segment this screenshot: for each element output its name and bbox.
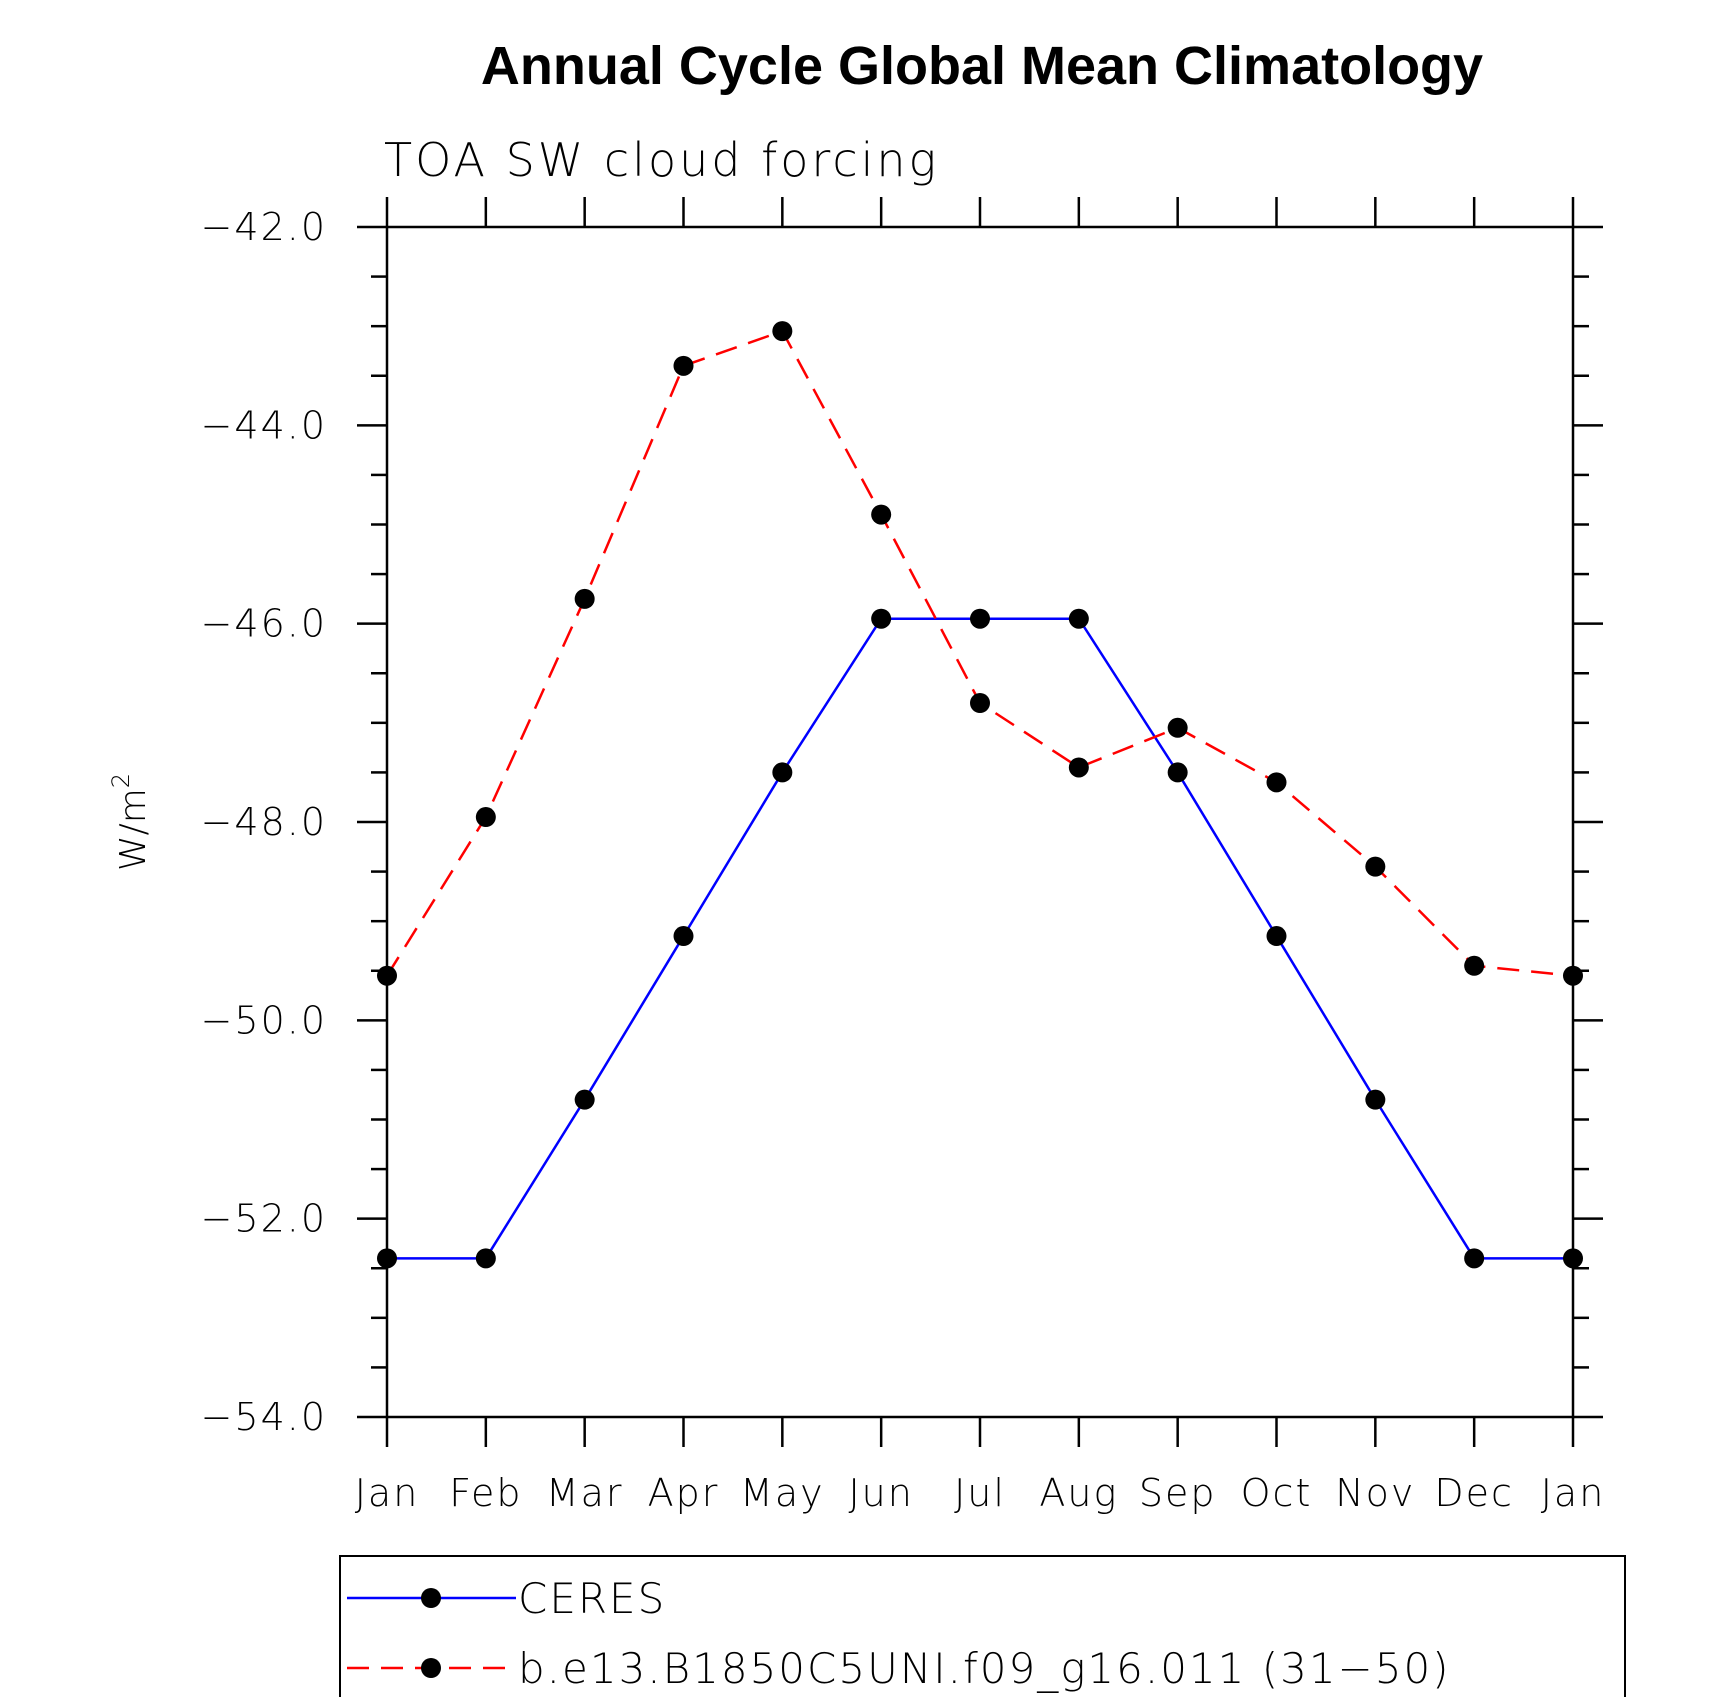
data-point-series-1 [1167,717,1188,738]
data-point-series-1 [772,321,793,342]
data-point-series-0 [1365,1089,1386,1110]
x-tick-label: May [740,1471,825,1515]
x-tick-label: Jan [1541,1471,1606,1515]
data-point-series-0 [772,762,793,783]
data-point-series-0 [1266,926,1287,947]
x-tick-label: Jul [954,1471,1006,1515]
data-point-series-1 [1266,772,1287,793]
legend: CERES b.e13.B1850C5UNI.f09_g16.011 (31−50… [347,1574,1451,1693]
x-tick-label: Mar [546,1471,624,1515]
x-tick-label: Sep [1139,1471,1217,1515]
plot-frame [385,225,1575,1419]
data-point-series-1 [673,355,694,376]
series-markers [377,321,1583,1269]
data-point-series-1 [1464,955,1485,976]
y-tick-label: −48.0 [201,800,327,844]
y-axis-title-base: W/m [113,788,154,871]
data-point-series-0 [475,1248,496,1269]
x-tick-label: Oct [1241,1471,1313,1515]
data-point-series-0 [970,608,990,629]
y-axis-title: W/m2 [107,773,154,871]
y-tick-label: −42.0 [201,205,327,249]
data-point-series-1 [475,807,496,828]
legend-marker-0 [421,1588,441,1608]
y-tick-label: −50.0 [201,998,327,1042]
y-tick-label: −44.0 [201,403,327,447]
legend-box [339,1555,1626,1697]
y-tick-label: −54.0 [201,1395,327,1439]
data-point-series-1 [871,504,892,525]
y-tick-label: −46.0 [201,602,327,646]
legend-label-0: CERES [518,1574,666,1623]
data-point-series-0 [1167,762,1188,783]
data-point-series-1 [1365,856,1386,877]
data-point-series-0 [871,608,892,629]
chart-subtitle: TOA SW cloud forcing [384,133,939,187]
legend-marker-1 [421,1658,441,1678]
x-tick-label: Feb [449,1471,522,1515]
series-line-1 [385,329,1574,977]
data-point-series-0 [377,1248,397,1269]
data-point-series-0 [673,926,694,947]
data-point-series-0 [1464,1248,1485,1269]
x-tick-label: Aug [1039,1471,1118,1515]
data-point-series-1 [1068,757,1089,778]
data-point-series-1 [377,965,397,986]
y-axis-ticks: −42.0 −44.0 −46.0 −48.0 −50.0 −52.0 −54.0 [201,205,1603,1439]
data-point-series-0 [574,1089,595,1110]
data-point-series-1 [970,693,990,713]
chart-title: Annual Cycle Global Mean Climatology [481,36,1483,96]
data-point-series-0 [1068,608,1089,629]
series-lines [385,329,1574,1260]
x-tick-label: Dec [1434,1471,1514,1515]
data-point-series-1 [574,588,595,609]
x-tick-label: Nov [1335,1471,1415,1515]
y-tick-label: −52.0 [201,1197,327,1241]
x-tick-label: Jun [848,1471,913,1515]
legend-label-1: b.e13.B1850C5UNI.f09_g16.011 (31−50) [518,1644,1451,1693]
y-axis-title-superscript: 2 [107,773,135,788]
series-line-0 [387,617,1573,1260]
data-point-series-0 [1563,1248,1583,1269]
x-tick-label: Jan [355,1471,420,1515]
data-point-series-1 [1563,965,1583,986]
x-tick-label: Apr [648,1471,720,1515]
x-axis-ticks: Jan Feb Mar Apr May Jun Jul Aug Sep Oct Nov Dec Jan [355,197,1606,1515]
